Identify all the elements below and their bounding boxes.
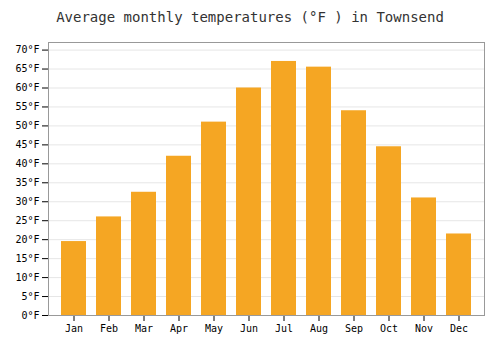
svg-text:20°F: 20°F <box>15 234 39 245</box>
svg-text:Jul: Jul <box>275 323 293 334</box>
svg-text:May: May <box>205 323 223 334</box>
svg-text:0°F: 0°F <box>21 310 39 321</box>
svg-text:10°F: 10°F <box>15 272 39 283</box>
svg-text:Feb: Feb <box>100 323 118 334</box>
svg-text:30°F: 30°F <box>15 196 39 207</box>
svg-text:Oct: Oct <box>380 323 398 334</box>
svg-text:Dec: Dec <box>450 323 468 334</box>
svg-text:15°F: 15°F <box>15 253 39 264</box>
html-text:Average monthly temperatures (: Average monthly temperatures (°F ) in To… <box>56 9 444 25</box>
svg-text:65°F: 65°F <box>15 63 39 74</box>
svg-text:Apr: Apr <box>170 323 188 334</box>
svg-text:60°F: 60°F <box>15 82 39 93</box>
svg-text:Mar: Mar <box>135 323 153 334</box>
svg-text:5°F: 5°F <box>21 291 39 302</box>
svg-text:Sep: Sep <box>345 323 363 334</box>
svg-text:Jun: Jun <box>240 323 258 334</box>
svg-text:55°F: 55°F <box>15 101 39 112</box>
svg-text:Nov: Nov <box>415 323 433 334</box>
svg-text:Jan: Jan <box>65 323 83 334</box>
svg-text:Aug: Aug <box>310 323 328 334</box>
svg-text:70°F: 70°F <box>15 44 39 55</box>
svg-text:50°F: 50°F <box>15 120 39 131</box>
svg-text:25°F: 25°F <box>15 215 39 226</box>
svg-text:45°F: 45°F <box>15 139 39 150</box>
svg-text:35°F: 35°F <box>15 177 39 188</box>
svg-text:40°F: 40°F <box>15 158 39 169</box>
